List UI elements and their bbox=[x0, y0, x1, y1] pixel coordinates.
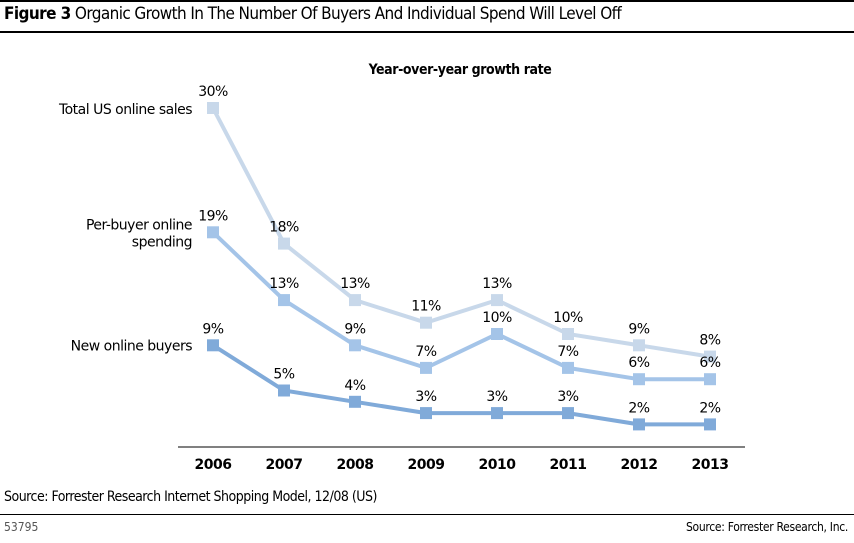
x-tick-label: 2006 bbox=[195, 457, 232, 473]
x-tick-label: 2010 bbox=[479, 457, 517, 473]
data-label: 2% bbox=[628, 400, 649, 416]
data-point bbox=[207, 226, 219, 239]
data-label: 7% bbox=[415, 344, 436, 360]
data-point bbox=[704, 350, 716, 363]
title-rule bbox=[0, 31, 854, 33]
source-note: Source: Forrester Research Internet Shop… bbox=[4, 489, 377, 505]
series-line bbox=[211, 107, 711, 359]
series-line bbox=[211, 343, 710, 427]
data-label: 7% bbox=[557, 344, 578, 360]
data-label: 10% bbox=[553, 310, 583, 326]
data-label: 13% bbox=[269, 276, 299, 292]
data-point bbox=[704, 418, 716, 431]
data-point bbox=[207, 339, 219, 352]
data-label: 3% bbox=[486, 389, 507, 405]
line-chart: 2006 2007 2008 2009 2010 2011 2012 2013 30% 18% 13… bbox=[58, 84, 745, 473]
series-name-label: Total US online sales bbox=[58, 102, 192, 118]
figure-title: Figure 3 Organic Growth In The Number Of… bbox=[4, 4, 622, 24]
x-tick-label: 2008 bbox=[337, 457, 374, 473]
x-tick-label: 2007 bbox=[266, 457, 303, 473]
data-point bbox=[278, 294, 290, 307]
data-point bbox=[349, 339, 361, 352]
data-point bbox=[207, 102, 219, 114]
credit: Source: Forrester Research, Inc. bbox=[686, 520, 848, 534]
data-label: 9% bbox=[202, 321, 223, 337]
series-name-label: spending bbox=[132, 234, 192, 250]
data-point bbox=[420, 316, 432, 329]
x-tick-label: 2012 bbox=[621, 457, 658, 473]
data-label: 6% bbox=[628, 355, 649, 371]
data-label: 13% bbox=[340, 276, 370, 292]
data-label: 10% bbox=[482, 310, 512, 326]
data-label: 8% bbox=[699, 333, 720, 349]
top-rule bbox=[0, 0, 854, 2]
data-point bbox=[633, 373, 645, 386]
data-label: 5% bbox=[273, 367, 294, 383]
data-point bbox=[491, 407, 503, 420]
x-tick-label: 2009 bbox=[408, 457, 445, 473]
footer-rule bbox=[0, 514, 854, 515]
x-tick-label: 2011 bbox=[550, 457, 587, 473]
data-point bbox=[349, 294, 361, 307]
data-point bbox=[704, 373, 716, 386]
data-label: 30% bbox=[198, 84, 228, 100]
series-line bbox=[211, 230, 710, 382]
data-label: 9% bbox=[628, 321, 649, 337]
data-label: 11% bbox=[411, 299, 441, 315]
x-tick-label: 2013 bbox=[692, 457, 729, 473]
series-name-label: New online buyers bbox=[71, 338, 193, 354]
chart-title: Year-over-year growth rate bbox=[368, 62, 552, 78]
data-point bbox=[349, 395, 361, 408]
figure-label: Figure 3 bbox=[4, 4, 71, 24]
data-point bbox=[562, 407, 574, 420]
data-point bbox=[420, 361, 432, 374]
series-name-label: Per-buyer online bbox=[86, 217, 192, 233]
data-point bbox=[278, 237, 290, 250]
data-label: 3% bbox=[557, 389, 578, 405]
data-label: 9% bbox=[344, 321, 365, 337]
figure-title-text: Organic Growth In The Number Of Buyers A… bbox=[74, 4, 622, 24]
data-point bbox=[633, 339, 645, 352]
data-point bbox=[562, 328, 574, 340]
data-point bbox=[562, 361, 574, 374]
data-label: 13% bbox=[482, 276, 512, 292]
data-point bbox=[278, 384, 290, 397]
data-label: 4% bbox=[344, 378, 365, 394]
data-label: 18% bbox=[269, 220, 299, 236]
data-point bbox=[633, 418, 645, 431]
data-point bbox=[420, 407, 432, 420]
data-label: 3% bbox=[415, 389, 436, 405]
data-label: 6% bbox=[699, 355, 720, 371]
data-label: 2% bbox=[699, 400, 720, 416]
data-point bbox=[491, 294, 503, 307]
data-label: 19% bbox=[198, 208, 228, 224]
figure-id: 53795 bbox=[4, 520, 39, 534]
data-point bbox=[491, 328, 503, 340]
